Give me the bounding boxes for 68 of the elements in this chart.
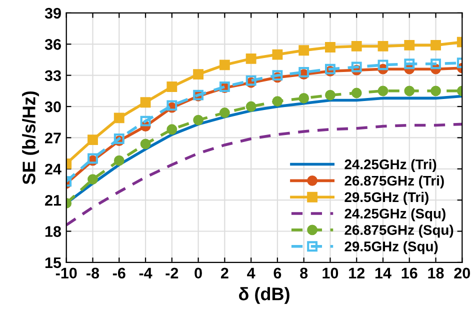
- y-tick-label: 39: [44, 8, 61, 19]
- x-tick-label: -8: [86, 268, 100, 279]
- point: [378, 86, 388, 96]
- point: [430, 58, 441, 70]
- legend-label: 24.25GHz (Tri): [344, 159, 436, 172]
- point: [404, 86, 415, 96]
- point: [351, 41, 362, 52]
- point: [114, 155, 124, 166]
- x-tick-label: 4: [247, 268, 256, 278]
- point: [272, 49, 283, 60]
- x-tick-label: -6: [112, 268, 126, 279]
- point: [88, 134, 98, 145]
- point: [404, 58, 415, 70]
- point: [298, 92, 310, 104]
- point: [219, 108, 230, 118]
- line-series: [66, 122, 462, 226]
- y-tick-label: 33: [44, 70, 61, 82]
- point: [140, 116, 151, 126]
- point: [298, 45, 310, 56]
- point: [193, 69, 204, 80]
- point: [114, 134, 124, 144]
- x-tick-label: 6: [274, 268, 282, 279]
- point: [404, 40, 415, 50]
- point: [114, 112, 124, 124]
- y-axis-title: SE (b/s/Hz): [22, 91, 39, 184]
- point: [219, 60, 230, 70]
- x-tick-label: 8: [300, 268, 308, 279]
- x-tick-label: -2: [166, 268, 178, 278]
- y-tick-label: 36: [44, 39, 61, 50]
- y-tick-label: 18: [45, 226, 62, 237]
- y-tick-label: 24: [45, 164, 62, 174]
- legend-label: 26.875GHz (Tri): [344, 175, 444, 188]
- x-tick-label: 10: [322, 268, 338, 279]
- point: [351, 88, 362, 98]
- x-tick-label: -4: [139, 268, 152, 278]
- point: [140, 97, 151, 108]
- point: [193, 114, 204, 126]
- point: [272, 96, 283, 107]
- y-tick-label: 21: [45, 194, 62, 206]
- y-tick-label: 30: [44, 101, 61, 112]
- point: [351, 62, 362, 72]
- x-tick-label: -10: [56, 268, 77, 279]
- point: [430, 40, 441, 50]
- x-tick-label: 0: [194, 268, 202, 279]
- legend-label: 26.875GHz (Squ): [344, 224, 454, 238]
- point: [166, 82, 178, 92]
- x-tick-label: 20: [454, 268, 470, 279]
- point: [430, 86, 441, 96]
- y-tick-label: 15: [45, 257, 62, 268]
- y-tick-label: 27: [45, 132, 61, 144]
- point: [378, 41, 388, 52]
- point: [246, 101, 256, 112]
- point: [88, 174, 98, 184]
- point: [246, 53, 256, 64]
- point: [166, 124, 178, 135]
- point: [325, 42, 336, 52]
- legend-label: 29.5GHz (Tri): [344, 192, 428, 205]
- x-axis-title: δ (dB): [238, 287, 290, 304]
- point: [378, 60, 388, 70]
- point: [325, 90, 336, 100]
- x-tick-label: 16: [402, 268, 418, 279]
- point: [140, 138, 151, 150]
- legend-label: 24.25GHz (Squ): [344, 208, 446, 222]
- x-tick-label: 14: [375, 268, 392, 278]
- legend-label: 29.5GHz (Squ): [344, 241, 438, 254]
- x-tick-label: 2: [220, 268, 228, 278]
- x-tick-label: 18: [428, 268, 444, 279]
- x-tick-label: 12: [349, 268, 364, 278]
